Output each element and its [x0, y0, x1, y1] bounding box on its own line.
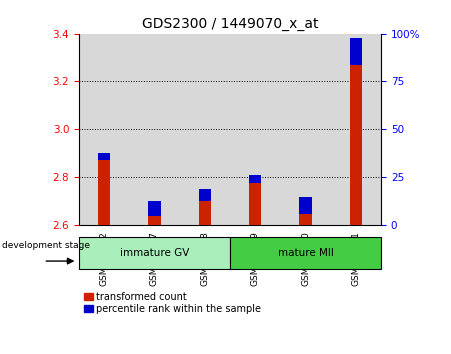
Bar [299, 197, 312, 214]
Bar [331, 34, 381, 225]
Bar [249, 175, 262, 183]
Bar [350, 38, 362, 65]
Bar [98, 160, 110, 225]
Legend: transformed count, percentile rank within the sample: transformed count, percentile rank withi… [84, 292, 262, 314]
Text: development stage: development stage [2, 241, 90, 250]
Bar [249, 183, 262, 225]
Bar [98, 153, 110, 160]
FancyBboxPatch shape [79, 237, 230, 269]
Text: mature MII: mature MII [278, 248, 333, 258]
Bar [350, 65, 362, 225]
Bar [230, 34, 281, 225]
Bar [281, 34, 331, 225]
Text: immature GV: immature GV [120, 248, 189, 258]
FancyBboxPatch shape [230, 237, 381, 269]
Bar [179, 34, 230, 225]
Bar [129, 34, 179, 225]
Bar [148, 201, 161, 216]
Bar [198, 189, 211, 201]
Bar [198, 201, 211, 225]
Bar [299, 214, 312, 225]
Bar [148, 216, 161, 225]
Title: GDS2300 / 1449070_x_at: GDS2300 / 1449070_x_at [142, 17, 318, 31]
Bar [79, 34, 129, 225]
